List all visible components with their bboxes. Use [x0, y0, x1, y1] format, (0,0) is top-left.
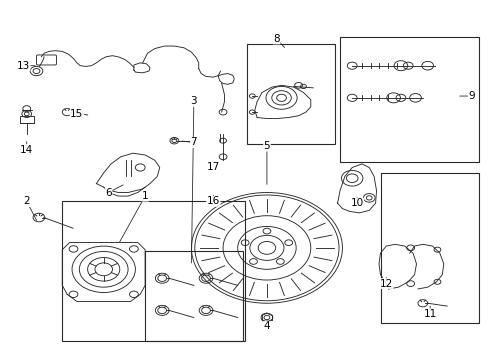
Text: 4: 4 — [264, 321, 270, 332]
Text: 15: 15 — [70, 109, 83, 119]
Text: 17: 17 — [207, 162, 220, 172]
Text: 10: 10 — [350, 198, 364, 208]
Text: 16: 16 — [207, 197, 220, 206]
Text: 12: 12 — [380, 279, 393, 289]
Text: 1: 1 — [142, 191, 148, 201]
Text: 8: 8 — [273, 34, 280, 44]
Text: 2: 2 — [24, 197, 30, 206]
Text: 14: 14 — [20, 145, 33, 155]
Text: 9: 9 — [468, 91, 475, 101]
Text: 7: 7 — [191, 138, 197, 148]
Bar — [20, 116, 33, 123]
Bar — [145, 251, 243, 341]
Text: 11: 11 — [423, 309, 437, 319]
Text: 3: 3 — [191, 96, 197, 107]
Text: 5: 5 — [264, 141, 270, 151]
Text: 6: 6 — [105, 188, 112, 198]
Bar — [62, 202, 245, 341]
FancyBboxPatch shape — [36, 55, 56, 65]
Bar — [247, 44, 335, 144]
Text: 13: 13 — [17, 61, 30, 71]
Bar — [381, 173, 479, 323]
Bar — [340, 37, 479, 162]
